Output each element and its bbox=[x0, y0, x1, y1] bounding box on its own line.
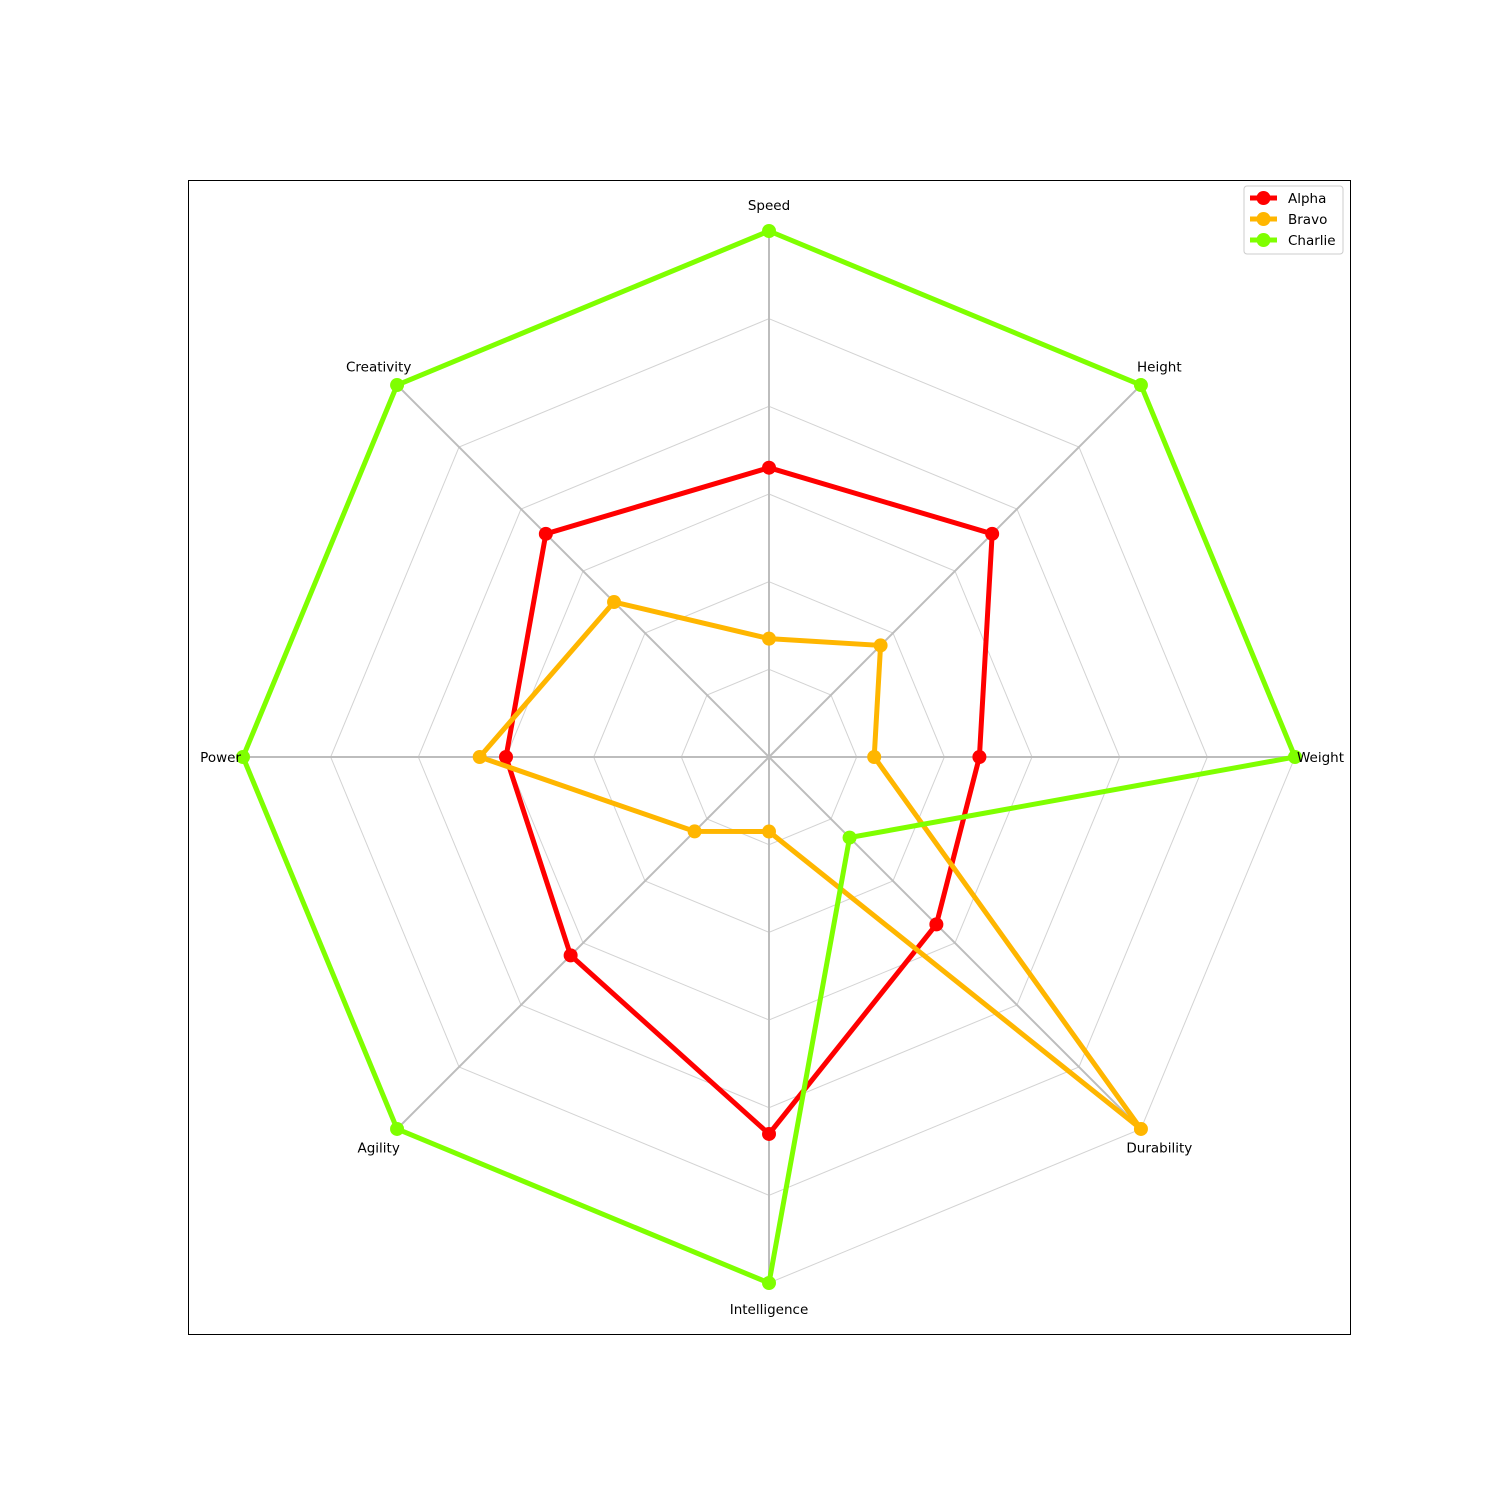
data-point-charlie-creativity bbox=[390, 378, 405, 393]
legend-swatch-marker-bravo bbox=[1256, 212, 1271, 226]
axis-label-speed: Speed bbox=[748, 198, 790, 214]
data-point-charlie-power bbox=[236, 750, 250, 764]
data-point-bravo-height bbox=[873, 638, 888, 653]
axis-label-power: Power bbox=[200, 750, 241, 766]
data-point-charlie-durability bbox=[842, 830, 857, 845]
data-point-alpha-power bbox=[499, 750, 513, 764]
axis-label-creativity: Creativity bbox=[346, 360, 411, 376]
legend: Alpha Bravo Charlie bbox=[1243, 185, 1344, 255]
axis-label-durability: Durability bbox=[1126, 1140, 1192, 1156]
axis-spoke-creativity bbox=[396, 384, 770, 758]
data-point-bravo-power bbox=[472, 750, 487, 764]
data-point-bravo-weight bbox=[867, 750, 882, 764]
data-point-alpha-durability bbox=[929, 917, 944, 932]
axis-spoke-height bbox=[768, 384, 1142, 758]
legend-label-charlie: Charlie bbox=[1288, 233, 1336, 249]
legend-swatch-marker-alpha bbox=[1256, 191, 1271, 205]
data-point-alpha-agility bbox=[563, 948, 578, 963]
legend-label-alpha: Alpha bbox=[1288, 191, 1326, 207]
legend-item-bravo: Bravo bbox=[1250, 212, 1327, 228]
legend-label-bravo: Bravo bbox=[1288, 212, 1327, 228]
axis-label-intelligence: Intelligence bbox=[730, 1302, 809, 1318]
data-point-bravo-creativity bbox=[607, 595, 622, 610]
data-point-alpha-speed bbox=[762, 460, 776, 475]
axis-spoke-agility bbox=[396, 756, 770, 1130]
data-point-bravo-speed bbox=[762, 631, 776, 646]
data-point-charlie-agility bbox=[390, 1121, 405, 1136]
plot-frame bbox=[188, 180, 1351, 1335]
series-charlie bbox=[236, 224, 1302, 1290]
axis-spoke-durability bbox=[768, 756, 1142, 1130]
axis-label-agility: Agility bbox=[358, 1140, 400, 1156]
data-point-charlie-speed bbox=[762, 224, 776, 238]
data-point-bravo-agility bbox=[687, 824, 702, 839]
legend-item-alpha: Alpha bbox=[1250, 191, 1326, 207]
data-point-alpha-creativity bbox=[538, 526, 553, 541]
series-bravo bbox=[472, 595, 1148, 1136]
legend-swatch-marker-charlie bbox=[1256, 233, 1271, 247]
series-layer bbox=[236, 224, 1302, 1290]
legend-item-charlie: Charlie bbox=[1250, 233, 1336, 249]
data-point-bravo-intelligence bbox=[762, 824, 776, 839]
data-point-alpha-weight bbox=[972, 750, 987, 764]
axis-label-height: Height bbox=[1137, 360, 1182, 376]
data-point-charlie-height bbox=[1133, 378, 1148, 393]
axis-label-weight: Weight bbox=[1297, 750, 1344, 766]
axis-label-layer: Speed Height Weight Durability Intelligence A… bbox=[200, 198, 1344, 1318]
data-point-charlie-intelligence bbox=[762, 1276, 776, 1290]
data-point-bravo-durability bbox=[1133, 1121, 1148, 1136]
data-point-alpha-height bbox=[985, 526, 1000, 541]
data-point-charlie-weight bbox=[1288, 750, 1302, 764]
series-alpha bbox=[499, 460, 1000, 1141]
data-point-alpha-intelligence bbox=[762, 1126, 776, 1141]
